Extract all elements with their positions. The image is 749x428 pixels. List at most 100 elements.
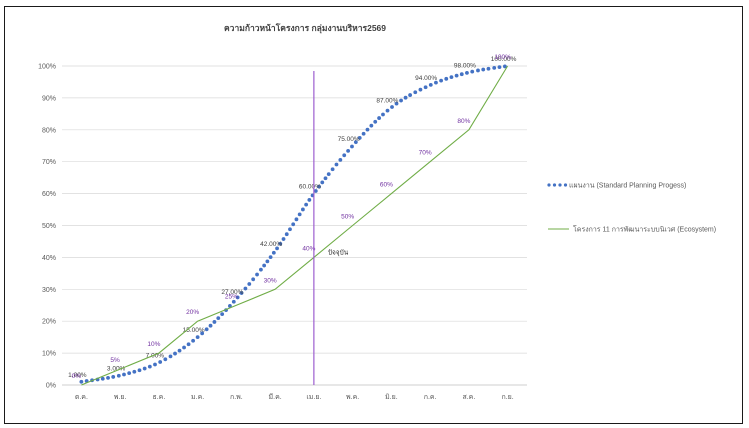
plan-dot bbox=[334, 162, 339, 167]
project-data-label: 30% bbox=[264, 277, 277, 284]
plan-dot bbox=[320, 180, 325, 185]
plan-dot bbox=[330, 167, 335, 172]
plan-dot bbox=[502, 64, 507, 69]
current-month-marker: ปัจจุบัน bbox=[313, 71, 349, 385]
plan-dot bbox=[294, 217, 299, 222]
plan-dot bbox=[291, 222, 296, 227]
plan-dot bbox=[465, 70, 469, 75]
y-axis-ticks: 0% 10% 20% 30% 40% 50% 60% 70% 80% 90% 100% bbox=[38, 64, 56, 390]
plan-data-label: 42.00% bbox=[260, 241, 282, 248]
plan-dot bbox=[449, 75, 454, 80]
x-tick-label: ก.ย. bbox=[502, 394, 514, 401]
plan-dot bbox=[116, 373, 121, 378]
plan-dot bbox=[353, 140, 358, 145]
plan-data-label: 87.00% bbox=[376, 97, 398, 104]
project-data-label: 100% bbox=[494, 54, 511, 61]
project-data-label: 60% bbox=[380, 182, 393, 189]
project-line bbox=[81, 65, 509, 386]
plan-dot bbox=[373, 119, 378, 124]
plan-dot bbox=[265, 259, 270, 264]
plan-dot bbox=[153, 362, 157, 367]
legend-plan-swatch bbox=[563, 183, 568, 187]
plan-dot bbox=[486, 66, 491, 71]
project-data-label: 40% bbox=[302, 245, 315, 252]
plan-dot bbox=[216, 316, 221, 321]
project-data-label: 50% bbox=[341, 214, 354, 221]
plan-dot bbox=[497, 65, 502, 70]
series-project: 0% 5% 10% 20% 25% 30% 40% 50% 60% 70% 80% 100% bbox=[72, 54, 511, 386]
plan-dot bbox=[423, 85, 428, 90]
series-plan: 1.00% 3.00% 7.00% 15.00% 27.00% 42.00% 60.00% 7… bbox=[68, 56, 517, 384]
plan-dot bbox=[418, 87, 423, 92]
plan-dot bbox=[454, 73, 459, 78]
y-tick-label: 60% bbox=[42, 191, 56, 198]
plan-dot bbox=[137, 368, 142, 373]
plan-data-label: 27.00% bbox=[221, 289, 243, 296]
plan-dot bbox=[168, 354, 173, 359]
plan-dot bbox=[300, 207, 305, 212]
plan-dot bbox=[127, 371, 132, 376]
plan-dot bbox=[444, 76, 449, 81]
plan-dot bbox=[413, 90, 418, 95]
y-tick-label: 90% bbox=[42, 95, 56, 102]
y-tick-label: 10% bbox=[42, 351, 56, 358]
plan-dot bbox=[228, 304, 232, 308]
plan-dot bbox=[350, 144, 354, 149]
project-data-label: 70% bbox=[419, 150, 432, 157]
y-tick-label: 80% bbox=[42, 127, 56, 134]
plan-dot bbox=[122, 372, 126, 377]
plan-dot bbox=[212, 320, 217, 324]
plan-dot bbox=[259, 267, 263, 272]
plan-dot bbox=[268, 255, 273, 259]
plan-dot bbox=[255, 272, 259, 277]
plan-dot bbox=[492, 65, 497, 70]
plan-dot bbox=[177, 348, 182, 353]
project-data-label: 0% bbox=[72, 373, 82, 380]
y-tick-label: 20% bbox=[42, 319, 56, 326]
plan-data-label: 75.00% bbox=[338, 136, 360, 143]
chart-title: ความก้าวหน้าโครงการ กลุ่มงานบริหาร2569 bbox=[224, 23, 386, 34]
plan-dot bbox=[470, 69, 475, 74]
project-data-label: 25% bbox=[225, 293, 238, 300]
plan-dot bbox=[281, 237, 286, 241]
plan-dot bbox=[365, 127, 370, 132]
plan-data-label: 15.00% bbox=[183, 327, 205, 334]
y-tick-label: 40% bbox=[42, 255, 56, 262]
plan-dot bbox=[385, 108, 390, 113]
y-tick-label: 0% bbox=[46, 383, 56, 390]
plan-dot bbox=[132, 369, 137, 374]
x-tick-label: ก.พ. bbox=[230, 394, 243, 401]
plan-dot bbox=[231, 299, 236, 304]
plan-dot bbox=[79, 379, 84, 384]
x-tick-label: ส.ค. bbox=[462, 394, 475, 401]
chart-frame: ความก้าวหน้าโครงการ กลุ่มงานบริหาร2569 0… bbox=[4, 6, 743, 424]
plan-dot bbox=[243, 286, 248, 291]
plan-dot bbox=[142, 366, 147, 371]
plan-dot bbox=[100, 376, 105, 381]
plan-dot bbox=[239, 291, 244, 295]
plan-dot bbox=[200, 331, 205, 336]
plan-dot bbox=[251, 277, 256, 282]
plan-dot bbox=[428, 82, 433, 87]
x-tick-label: พ.ค. bbox=[346, 394, 359, 401]
plan-data-label: 98.00% bbox=[454, 62, 476, 69]
project-data-label: 20% bbox=[186, 309, 199, 316]
plan-dot bbox=[342, 153, 347, 158]
progress-line-chart: ความก้าวหน้าโครงการ กลุ่มงานบริหาร2569 0… bbox=[38, 23, 716, 401]
project-data-label: 10% bbox=[147, 341, 160, 348]
y-tick-label: 70% bbox=[42, 159, 56, 166]
plan-dot bbox=[278, 241, 283, 246]
plan-data-label: 100.00% bbox=[491, 56, 517, 63]
plan-dot bbox=[439, 78, 444, 83]
plan-dot bbox=[307, 198, 312, 202]
x-tick-label: มี.ค. bbox=[269, 393, 282, 401]
plan-dot bbox=[204, 327, 209, 332]
plan-dot bbox=[323, 176, 328, 181]
x-tick-label: ต.ค. bbox=[75, 394, 88, 401]
y-tick-label: 50% bbox=[42, 223, 56, 230]
project-data-label: 5% bbox=[110, 357, 120, 364]
plan-dot bbox=[235, 295, 240, 300]
plan-dot bbox=[346, 148, 351, 153]
plan-dot bbox=[390, 105, 394, 109]
plan-dot bbox=[186, 342, 191, 347]
